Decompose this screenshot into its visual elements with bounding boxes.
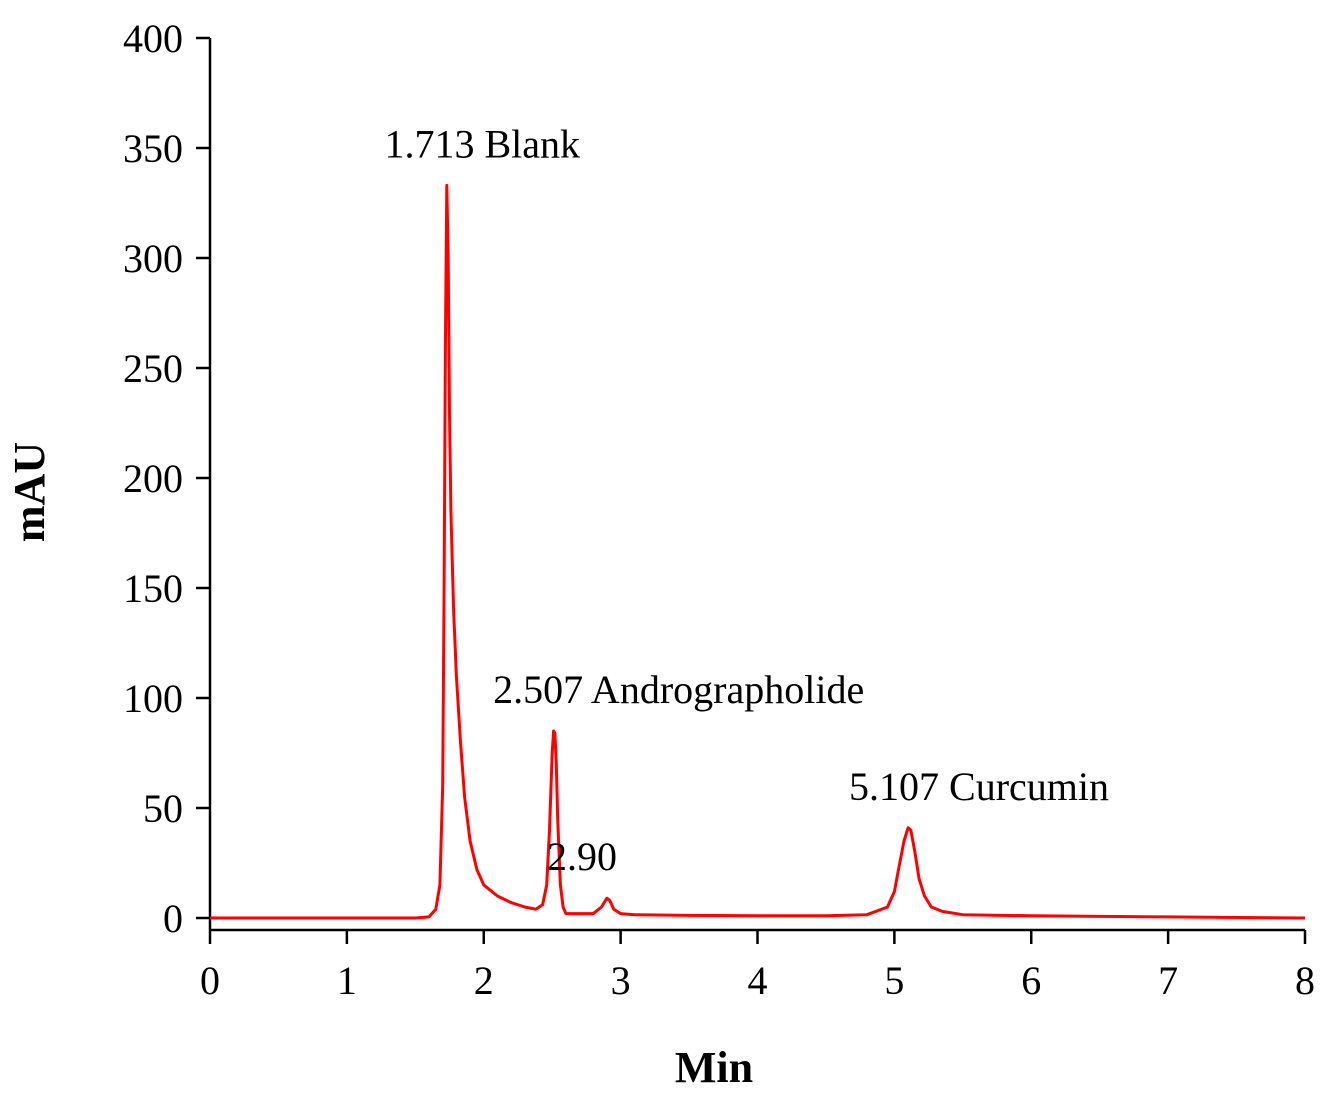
y-ticks: 0 50 100 150 200 250 300 350 400 (123, 16, 210, 941)
y-tick-label: 200 (123, 456, 183, 501)
y-tick-label: 350 (123, 126, 183, 171)
x-tick-label: 8 (1295, 958, 1315, 1003)
x-ticks: 0 1 2 3 4 5 6 7 8 (200, 930, 1315, 1003)
y-tick-label: 300 (123, 236, 183, 281)
peak-label: 2.507 Andrographolide (493, 667, 864, 712)
y-tick-label: 0 (163, 896, 183, 941)
y-tick-label: 50 (143, 786, 183, 831)
peak-label: 2.90 (547, 834, 617, 879)
chromatogram-trace (210, 183, 1306, 920)
y-tick-label: 250 (123, 346, 183, 391)
y-tick-label: 100 (123, 676, 183, 721)
x-axis-title: Min (675, 1043, 753, 1092)
peak-label: 1.713 Blank (384, 121, 580, 166)
x-tick-label: 7 (1158, 958, 1178, 1003)
x-tick-label: 1 (337, 958, 357, 1003)
peak-annotations: 1.713 Blank 2.507 Andrographolide 2.90 5.10… (384, 121, 1109, 879)
x-tick-label: 4 (748, 958, 768, 1003)
x-tick-label: 6 (1021, 958, 1041, 1003)
x-tick-label: 3 (611, 958, 631, 1003)
x-tick-label: 2 (474, 958, 494, 1003)
y-axis-title: mAU (5, 442, 54, 542)
x-tick-label: 5 (884, 958, 904, 1003)
x-tick-label: 0 (200, 958, 220, 1003)
y-tick-label: 400 (123, 16, 183, 61)
y-tick-label: 150 (123, 566, 183, 611)
axes (208, 38, 1305, 932)
peak-label: 5.107 Curcumin (849, 764, 1109, 809)
